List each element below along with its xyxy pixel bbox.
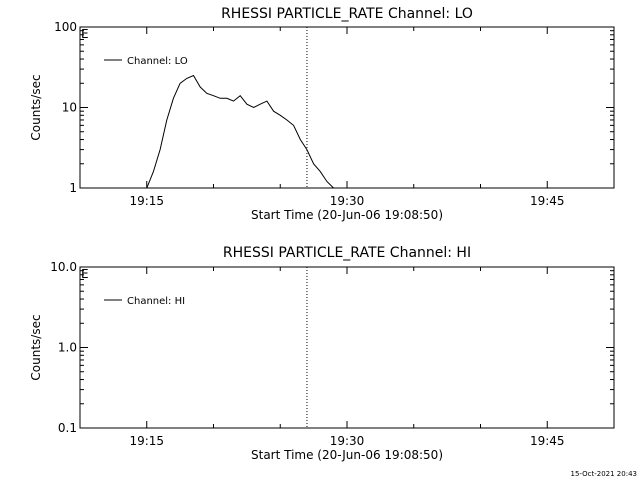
panel-2-y-axis-label: Counts/sec	[29, 314, 43, 380]
panel-1-x-tick-label: 19:15	[129, 194, 164, 208]
footer-timestamp: 15-Oct-2021 20:43	[571, 470, 637, 478]
panel-1-legend-label: Channel: LO	[127, 56, 188, 67]
panel-1-y-tick-label: 10	[62, 101, 77, 115]
panel-1-x-tick-label: 19:30	[330, 194, 365, 208]
panel-1-x-axis-label: Start Time (20-Jun-06 19:08:50)	[251, 208, 443, 222]
panel-1-x-tick-label: 19:45	[530, 194, 565, 208]
panel-2-x-axis-label: Start Time (20-Jun-06 19:08:50)	[251, 448, 443, 462]
panel-2-y-tick-label: 0.1	[58, 421, 77, 435]
panel-2-marker-label: E	[81, 267, 89, 281]
panel-1-y-axis-label: Counts/sec	[29, 74, 43, 140]
panel-1-title: RHESSI PARTICLE_RATE Channel: LO	[221, 6, 473, 22]
panel-1-y-tick-label: 1	[69, 181, 77, 195]
panel-2-y-tick-label: 10.0	[50, 260, 77, 274]
panel-2-x-tick-label: 19:45	[530, 434, 565, 448]
panel-2-x-tick-label: 19:15	[129, 434, 164, 448]
panel-1-y-tick-label: 100	[54, 20, 77, 34]
panel-2-plot-frame	[79, 266, 615, 429]
panel-2-legend-label: Channel: HI	[127, 296, 185, 307]
panel-1-marker-label: E	[81, 27, 89, 41]
panel-2-title: RHESSI PARTICLE_RATE Channel: HI	[223, 245, 471, 261]
panel-1-series-line	[146, 74, 334, 188]
panel-2-x-tick-label: 19:30	[330, 434, 365, 448]
panel-2-y-tick-label: 1.0	[58, 341, 77, 355]
panel-1-plot-frame	[79, 26, 615, 189]
